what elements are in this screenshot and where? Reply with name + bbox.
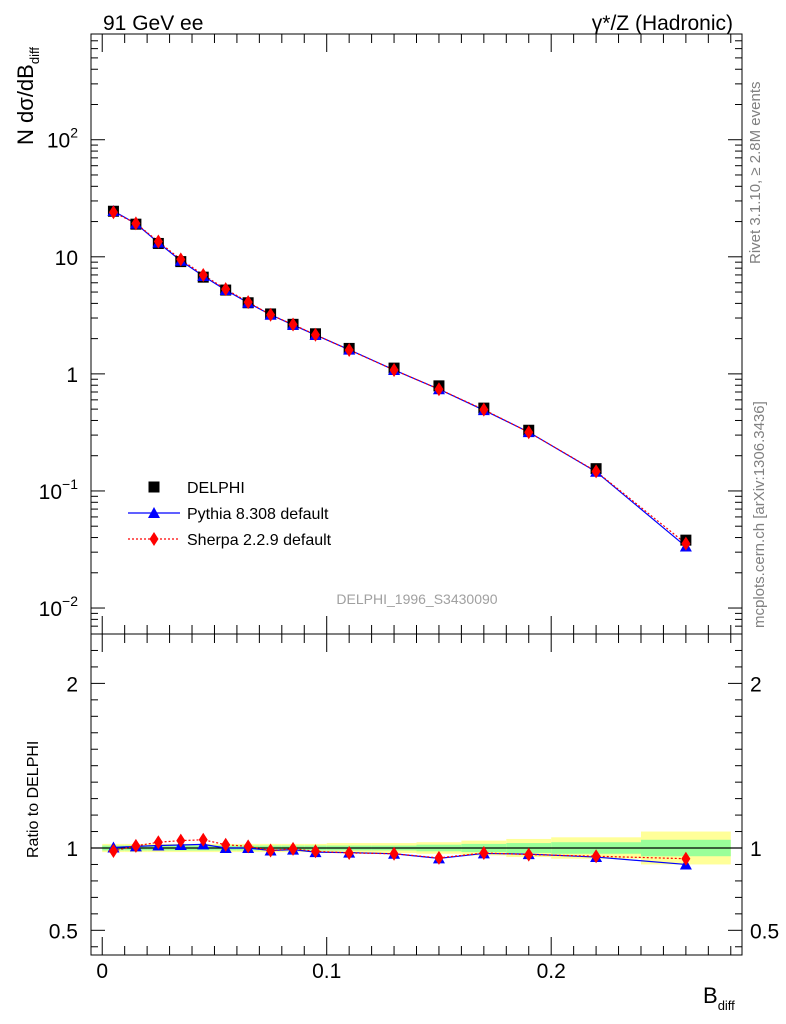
xlabel: Bdiff	[703, 983, 735, 1013]
ratio-sherpa-point	[479, 845, 489, 860]
legend: DELPHI Pythia 8.308 default Sherpa 2.2.9 d…	[128, 480, 332, 549]
sherpa-point	[176, 252, 186, 267]
main-ytick-label: 102	[47, 125, 78, 153]
sherpa-point	[681, 536, 691, 551]
ratio-sherpa-point	[288, 841, 298, 856]
ratio-sherpa-point	[221, 837, 231, 852]
main-ylabel-main: N dσ/dB	[13, 64, 38, 145]
sherpa-point	[434, 382, 444, 397]
ratio-panel: 0 0.1 0.2 0.5 0.5 1 1 2 2	[49, 633, 779, 983]
ratio-ytick-label: 2	[66, 673, 78, 696]
ratio-ytick-label-right: 1	[750, 838, 762, 861]
sherpa-point	[288, 317, 298, 332]
sherpa-point	[479, 402, 489, 417]
sherpa-point	[108, 205, 118, 220]
main-ytick-exp: 2	[70, 125, 78, 141]
sherpa-point	[389, 362, 399, 377]
sherpa-point	[310, 327, 320, 342]
ratio-sherpa-point	[108, 843, 118, 858]
legend-pythia-marker	[148, 507, 160, 518]
ratio-ytick-label: 1	[66, 838, 78, 861]
xlabel-main: B	[703, 983, 718, 1008]
ratio-ytick-label-right: 0.5	[750, 920, 779, 943]
main-ytick-base: 10	[39, 481, 62, 504]
ratio-sherpa-point	[310, 844, 320, 859]
main-ytick-label: 10	[55, 247, 78, 270]
header-right: γ*/Z (Hadronic)	[592, 12, 733, 35]
sherpa-point	[344, 342, 354, 357]
rivet-label: Rivet 3.1.10, ≥ 2.8M events	[747, 82, 764, 265]
main-ylabel: N dσ/dBdiff	[13, 47, 42, 145]
ratio-sherpa-point	[266, 843, 276, 858]
xtick-label: 0	[96, 960, 108, 983]
sherpa-point	[153, 234, 163, 249]
ratio-sherpa-point	[198, 832, 208, 847]
main-ylabel-sub: diff	[27, 47, 42, 64]
ratio-sherpa-point	[344, 845, 354, 860]
sherpa-point	[131, 216, 141, 231]
legend-label: Pythia 8.308 default	[187, 506, 329, 523]
xtick-label: 0.2	[537, 960, 566, 983]
sherpa-point	[198, 267, 208, 282]
sherpa-point	[243, 295, 253, 310]
sherpa-point	[266, 307, 276, 322]
main-ytick-base: 10	[47, 130, 70, 153]
ratio-ytick-label-right: 2	[750, 673, 762, 696]
sherpa-point	[221, 282, 231, 297]
ratio-sherpa-point	[681, 851, 691, 866]
watermark: DELPHI_1996_S3430090	[336, 591, 497, 607]
sherpa-point	[591, 464, 601, 479]
legend-label: DELPHI	[187, 480, 245, 497]
header-left: 91 GeV ee	[103, 12, 203, 35]
legend-sherpa-marker	[149, 532, 159, 546]
xtick-label: 0.1	[312, 960, 341, 983]
ratio-sherpa-point	[176, 833, 186, 848]
ratio-sherpa-point	[389, 846, 399, 861]
main-ytick-exp: −1	[62, 476, 78, 492]
ratio-sherpa-point	[591, 849, 601, 864]
ratio-ylabel: Ratio to DELPHI	[25, 741, 42, 858]
ratio-sherpa-point	[131, 838, 141, 853]
main-ytick-label: 10−1	[39, 476, 79, 504]
ratio-sherpa-point	[243, 839, 253, 854]
xlabel-sub: diff	[718, 998, 735, 1013]
ratio-ytick-label: 0.5	[49, 920, 78, 943]
ratio-sherpa-point	[434, 850, 444, 865]
mcplots-label: mcplots.cern.ch [arXiv:1306.3436]	[751, 401, 768, 628]
legend-label: Sherpa 2.2.9 default	[187, 532, 332, 549]
main-ytick-label: 1	[66, 364, 78, 387]
sherpa-point	[524, 425, 534, 440]
main-ytick-exp: −2	[62, 593, 78, 609]
ratio-sherpa-point	[153, 835, 163, 850]
main-ytick-label: 10−2	[39, 593, 79, 621]
ratio-sherpa-point	[524, 847, 534, 862]
legend-delphi-marker	[148, 481, 160, 493]
ratio-frame	[90, 633, 743, 956]
main-ytick-base: 10	[39, 598, 62, 621]
